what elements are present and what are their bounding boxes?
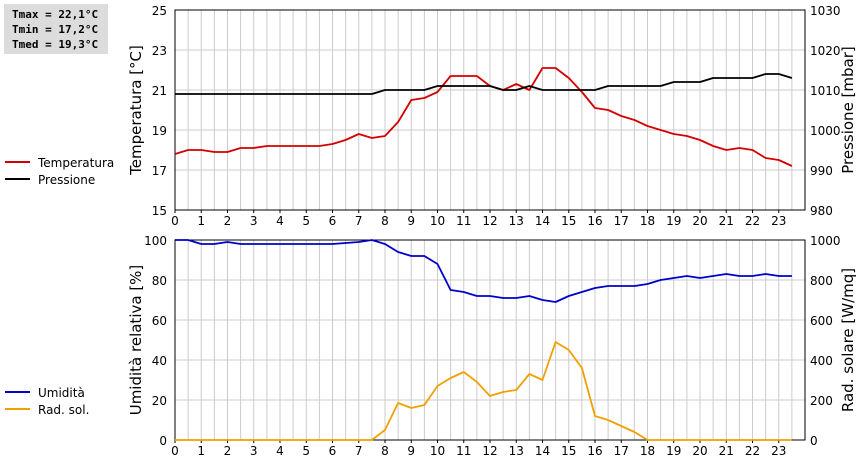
x-tick-label: 22: [745, 214, 760, 228]
x-tick-label: 20: [692, 444, 707, 458]
x-tick-label: 10: [430, 444, 445, 458]
x-tick-label: 6: [329, 214, 337, 228]
legend-label: Pressione: [38, 173, 95, 187]
y-left-tick-label: 0: [159, 434, 167, 448]
x-tick-label: 8: [381, 214, 389, 228]
x-tick-label: 7: [355, 444, 363, 458]
x-tick-label: 17: [614, 444, 629, 458]
series-line-umidità: [175, 239, 792, 303]
y-right-tick-label: 990: [810, 164, 833, 178]
series-line-rad-sol-: [175, 341, 792, 441]
y-left-tick-label: 60: [152, 314, 167, 328]
x-tick-label: 12: [482, 444, 497, 458]
y-left-tick-label: 15: [152, 204, 167, 218]
series-line-temperatura: [174, 67, 793, 167]
x-tick-label: 1: [197, 444, 205, 458]
x-tick-label: 10: [430, 214, 445, 228]
legend-label: Temperatura: [37, 156, 114, 170]
legend-label: Umidità: [38, 386, 85, 400]
x-tick-label: 13: [509, 444, 524, 458]
x-tick-label: 15: [561, 214, 576, 228]
x-tick-label: 1: [197, 214, 205, 228]
y-left-axis-label: Umidità relativa [%]: [127, 265, 145, 416]
stat-tmin: Tmin = 17,2°C: [12, 23, 99, 36]
y-left-tick-label: 80: [152, 274, 167, 288]
y-right-tick-label: 1020: [810, 44, 841, 58]
x-tick-label: 21: [719, 444, 734, 458]
x-tick-label: 12: [482, 214, 497, 228]
x-tick-label: 5: [302, 444, 310, 458]
x-tick-label: 2: [224, 214, 232, 228]
legend-label: Rad. sol.: [38, 403, 89, 417]
x-tick-label: 8: [381, 444, 389, 458]
y-left-tick-label: 21: [152, 84, 167, 98]
y-right-tick-label: 800: [810, 274, 833, 288]
x-tick-label: 16: [587, 214, 602, 228]
y-right-tick-label: 1010: [810, 84, 841, 98]
chart-panel-1: [5, 9, 806, 213]
y-left-tick-label: 100: [144, 234, 167, 248]
y-right-tick-label: 600: [810, 314, 833, 328]
y-right-tick-label: 1000: [810, 124, 841, 138]
x-tick-label: 21: [719, 214, 734, 228]
x-tick-label: 4: [276, 444, 284, 458]
x-tick-label: 22: [745, 444, 760, 458]
y-right-tick-label: 0: [810, 434, 818, 448]
x-tick-label: 9: [407, 214, 415, 228]
x-tick-label: 11: [456, 214, 471, 228]
x-tick-label: 0: [171, 214, 179, 228]
y-right-axis-label: Pressione [mbar]: [839, 46, 857, 174]
x-tick-label: 16: [587, 444, 602, 458]
x-tick-label: 17: [614, 214, 629, 228]
x-tick-label: 9: [407, 444, 415, 458]
y-left-tick-label: 40: [152, 354, 167, 368]
y-right-tick-label: 400: [810, 354, 833, 368]
x-tick-label: 13: [509, 214, 524, 228]
x-tick-label: 14: [535, 214, 550, 228]
stats-box: Tmax = 22,1°C Tmin = 17,2°C Tmed = 19,3°…: [4, 4, 108, 54]
x-tick-label: 19: [666, 444, 681, 458]
x-tick-label: 11: [456, 444, 471, 458]
y-right-tick-label: 200: [810, 394, 833, 408]
x-tick-label: 0: [171, 444, 179, 458]
y-left-tick-label: 23: [152, 44, 167, 58]
x-tick-label: 19: [666, 214, 681, 228]
x-tick-label: 23: [771, 444, 786, 458]
stat-tmax: Tmax = 22,1°C: [12, 8, 99, 21]
x-tick-label: 4: [276, 214, 284, 228]
x-tick-label: 3: [250, 214, 258, 228]
x-tick-label: 18: [640, 444, 655, 458]
x-tick-label: 18: [640, 214, 655, 228]
y-left-tick-label: 19: [152, 124, 167, 138]
y-right-tick-label: 980: [810, 204, 833, 218]
y-right-tick-label: 1030: [810, 4, 841, 18]
y-left-tick-label: 20: [152, 394, 167, 408]
y-left-axis-label: Temperatura [°C]: [127, 45, 145, 176]
y-right-tick-label: 1000: [810, 234, 841, 248]
x-tick-label: 2: [224, 444, 232, 458]
x-tick-label: 15: [561, 444, 576, 458]
x-tick-label: 20: [692, 214, 707, 228]
x-tick-label: 3: [250, 444, 258, 458]
y-left-tick-label: 17: [152, 164, 167, 178]
x-tick-label: 14: [535, 444, 550, 458]
x-tick-label: 6: [329, 444, 337, 458]
chart-panel-2: [5, 239, 806, 443]
x-tick-label: 23: [771, 214, 786, 228]
stat-tmed: Tmed = 19,3°C: [12, 38, 99, 51]
y-left-tick-label: 25: [152, 4, 167, 18]
series-line-pressione: [175, 73, 793, 95]
y-right-axis-label: Rad. solare [W/mq]: [839, 268, 857, 412]
x-tick-label: 7: [355, 214, 363, 228]
x-tick-label: 5: [302, 214, 310, 228]
